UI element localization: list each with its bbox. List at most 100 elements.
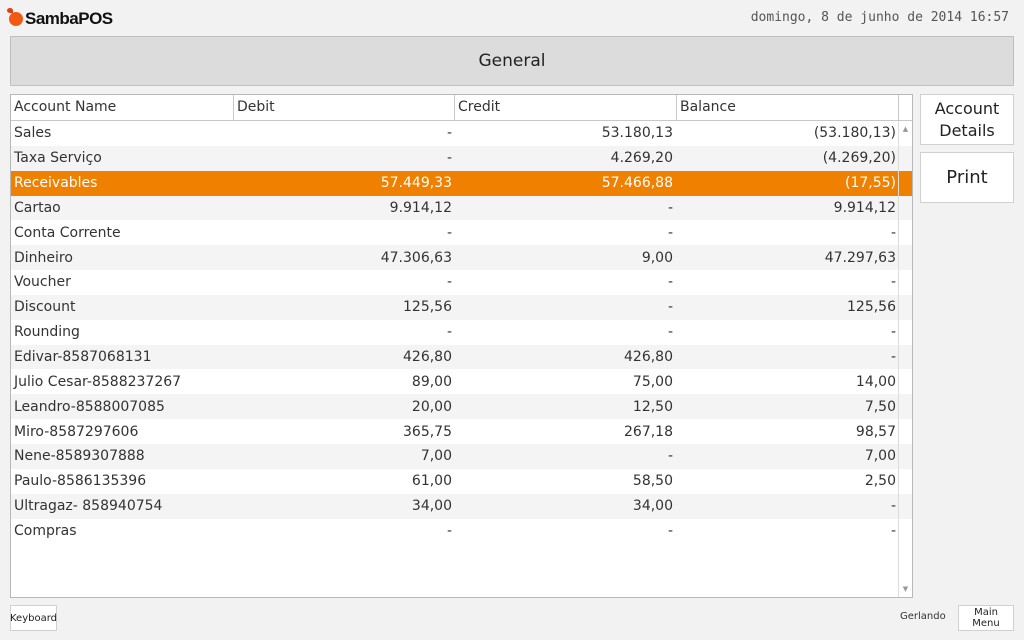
debit-cell: -	[446, 274, 452, 291]
account-name-cell: Discount	[14, 299, 76, 316]
table-row[interactable]: Edivar-8587068131 426,80 426,80 -	[11, 344, 912, 370]
credit-cell: 12,50	[632, 398, 673, 415]
scrollbar[interactable]: ▲ ▼	[898, 121, 912, 597]
balance-cell: 2,50	[864, 473, 896, 490]
balance-cell: -	[890, 498, 896, 515]
account-name-cell: Receivables	[14, 175, 98, 192]
page-title: General	[10, 36, 1014, 86]
table-header: Account Name Debit Credit Balance	[11, 95, 912, 121]
debit-cell: -	[446, 125, 452, 142]
account-name-cell: Dinheiro	[14, 249, 73, 266]
account-name-cell: Taxa Serviço	[14, 150, 102, 167]
account-name-cell: Paulo-8586135396	[14, 473, 147, 490]
column-debit[interactable]: Debit	[234, 95, 455, 120]
debit-cell: -	[446, 324, 452, 341]
column-balance[interactable]: Balance	[677, 95, 899, 120]
table-row[interactable]: Rounding - - -	[11, 320, 912, 345]
table-row[interactable]: Discount 125,56 - 125,56	[11, 294, 912, 320]
debit-cell: 47.306,63	[380, 249, 452, 266]
table-row[interactable]: Dinheiro 47.306,63 9,00 47.297,63	[11, 245, 912, 271]
credit-cell: -	[667, 224, 673, 241]
balance-cell: 9.914,12	[833, 199, 896, 216]
accounts-table: Account Name Debit Credit Balance Sales -…	[10, 94, 913, 598]
table-row[interactable]: Miro-8587297606 365,75 267,18 98,57	[11, 419, 912, 444]
debit-cell: 125,56	[403, 299, 452, 316]
scroll-up-icon[interactable]: ▲	[902, 125, 909, 133]
table-row[interactable]: Receivables 57.449,33 57.466,88 (17,55)	[11, 170, 912, 196]
table-row[interactable]: Julio Cesar-8588237267 89,00 75,00 14,00	[11, 369, 912, 394]
account-name-cell: Compras	[14, 522, 77, 539]
column-credit[interactable]: Credit	[455, 95, 677, 120]
print-button[interactable]: Print	[920, 152, 1014, 203]
keyboard-button[interactable]: Keyboard	[10, 605, 57, 631]
credit-cell: 57.466,88	[601, 175, 673, 192]
account-name-cell: Nene-8589307888	[14, 448, 145, 465]
balance-cell: -	[890, 349, 896, 366]
balance-cell: -	[890, 274, 896, 291]
sambapos-logo: SambaPOS	[7, 8, 113, 29]
table-row[interactable]: Conta Corrente - - -	[11, 220, 912, 245]
debit-cell: 34,00	[411, 498, 452, 515]
account-details-button[interactable]: Account Details	[920, 94, 1014, 145]
debit-cell: 426,80	[403, 349, 452, 366]
table-row[interactable]: Cartao 9.914,12 - 9.914,12	[11, 195, 912, 221]
credit-cell: -	[667, 274, 673, 291]
balance-cell: 7,00	[864, 448, 896, 465]
credit-cell: 34,00	[632, 498, 673, 515]
balance-cell: (17,55)	[844, 175, 896, 192]
credit-cell: -	[667, 448, 673, 465]
table-row[interactable]: Leandro-8588007085 20,00 12,50 7,50	[11, 394, 912, 420]
credit-cell: -	[667, 299, 673, 316]
table-row[interactable]: Nene-8589307888 7,00 - 7,00	[11, 443, 912, 469]
credit-cell: -	[667, 324, 673, 341]
balance-cell: (53.180,13)	[813, 125, 896, 142]
debit-cell: 61,00	[411, 473, 452, 490]
balance-cell: 98,57	[855, 423, 896, 440]
table-row[interactable]: Taxa Serviço - 4.269,20 (4.269,20)	[11, 145, 912, 171]
debit-cell: -	[446, 150, 452, 167]
credit-cell: -	[667, 199, 673, 216]
column-account-name[interactable]: Account Name	[11, 95, 234, 120]
balance-cell: 47.297,63	[824, 249, 896, 266]
credit-cell: 9,00	[641, 249, 673, 266]
table-row[interactable]: Ultragaz- 858940754 34,00 34,00 -	[11, 493, 912, 519]
table-row[interactable]: Sales - 53.180,13 (53.180,13)	[11, 121, 912, 146]
table-row[interactable]: Voucher - - -	[11, 270, 912, 295]
account-name-cell: Sales	[14, 125, 52, 142]
credit-cell: 58,50	[632, 473, 673, 490]
credit-cell: -	[667, 522, 673, 539]
balance-cell: -	[890, 224, 896, 241]
credit-cell: 4.269,20	[610, 150, 673, 167]
table-body: Sales - 53.180,13 (53.180,13) Taxa Serviço - 4…	[11, 121, 912, 543]
balance-cell: -	[890, 324, 896, 341]
account-name-cell: Rounding	[14, 324, 80, 341]
debit-cell: 7,00	[420, 448, 452, 465]
table-row[interactable]: Paulo-8586135396 61,00 58,50 2,50	[11, 469, 912, 494]
debit-cell: 89,00	[411, 373, 452, 390]
debit-cell: -	[446, 522, 452, 539]
debit-cell: -	[446, 224, 452, 241]
datetime: domingo, 8 de junho de 2014 16:57	[750, 10, 1009, 25]
balance-cell: 125,56	[847, 299, 896, 316]
account-name-cell: Edivar-8587068131	[14, 349, 152, 366]
account-name-cell: Voucher	[14, 274, 71, 291]
debit-cell: 365,75	[403, 423, 452, 440]
debit-cell: 57.449,33	[380, 175, 452, 192]
account-name-cell: Miro-8587297606	[14, 423, 139, 440]
main-menu-button[interactable]: Main Menu	[958, 605, 1014, 631]
scroll-down-icon[interactable]: ▼	[902, 585, 909, 593]
balance-cell: (4.269,20)	[822, 150, 896, 167]
debit-cell: 20,00	[411, 398, 452, 415]
balance-cell: 7,50	[864, 398, 896, 415]
current-user: Gerlando	[900, 611, 946, 622]
logo-icon	[7, 8, 23, 26]
balance-cell: -	[890, 522, 896, 539]
debit-cell: 9.914,12	[389, 199, 452, 216]
credit-cell: 53.180,13	[601, 125, 673, 142]
table-row[interactable]: Compras - - -	[11, 519, 912, 544]
account-name-cell: Cartao	[14, 199, 61, 216]
account-name-cell: Leandro-8588007085	[14, 398, 165, 415]
credit-cell: 426,80	[624, 349, 673, 366]
balance-cell: 14,00	[855, 373, 896, 390]
account-name-cell: Conta Corrente	[14, 224, 121, 241]
